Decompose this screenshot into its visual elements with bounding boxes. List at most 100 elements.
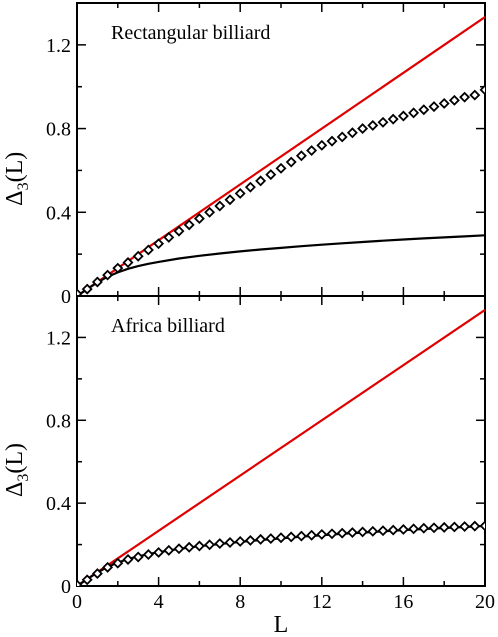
diamond-marker bbox=[132, 250, 144, 262]
diamond-marker bbox=[418, 522, 430, 534]
diamond-marker bbox=[357, 526, 369, 538]
diamond-marker bbox=[469, 520, 481, 532]
diamond-marker bbox=[163, 231, 175, 243]
diamond-marker bbox=[224, 194, 236, 206]
diamond-marker bbox=[438, 97, 450, 109]
x-tick-label: 8 bbox=[235, 591, 245, 613]
diamond-marker bbox=[367, 525, 379, 537]
diamond-marker bbox=[377, 525, 389, 537]
y-axis-label: Δ3(L) bbox=[2, 443, 32, 497]
x-tick-label: 16 bbox=[393, 591, 413, 613]
diamond-marker bbox=[77, 579, 83, 586]
diamond-marker bbox=[479, 84, 485, 96]
diamond-marker bbox=[336, 131, 348, 143]
diamond-marker bbox=[142, 244, 154, 256]
diamond-marker bbox=[183, 541, 195, 553]
diamond-marker bbox=[102, 269, 114, 281]
diamond-marker bbox=[183, 219, 195, 231]
diamond-marker bbox=[387, 113, 399, 125]
diamond-marker bbox=[77, 288, 83, 296]
diamond-marker bbox=[193, 540, 205, 552]
red-line-series bbox=[77, 308, 485, 586]
diamond-marker bbox=[234, 187, 246, 199]
diamond-marker bbox=[275, 162, 287, 174]
y-tick-label: 0.4 bbox=[46, 202, 71, 224]
diamond-marker bbox=[255, 533, 267, 545]
diamond-marker bbox=[265, 169, 277, 181]
diamond-marker bbox=[224, 537, 236, 548]
diamond-marker bbox=[306, 529, 318, 541]
diamond-marker bbox=[448, 94, 460, 106]
panel-title: Rectangular billiard bbox=[111, 22, 270, 44]
diamond-marker bbox=[397, 110, 409, 122]
y-tick-label: 0.4 bbox=[46, 493, 71, 515]
diamond-marker bbox=[295, 150, 307, 162]
x-axis-label: L bbox=[274, 612, 289, 637]
diamond-marker bbox=[285, 156, 297, 168]
panel-1: 0 0.4 0.8 1.2 Rectangular billiard Δ3(L) bbox=[2, 2, 486, 308]
diamond-marker bbox=[173, 543, 185, 555]
diamond-marker bbox=[326, 135, 338, 147]
diamond-marker bbox=[265, 533, 277, 545]
x-tick-label: 12 bbox=[312, 591, 332, 613]
plot-area bbox=[77, 308, 485, 586]
y-axis-label: Δ3(L) bbox=[2, 152, 32, 206]
diamond-marker bbox=[357, 123, 369, 135]
diamond-marker bbox=[448, 521, 460, 533]
diamond-marker bbox=[479, 520, 485, 532]
diamond-marker bbox=[367, 119, 379, 131]
diamond-marker bbox=[346, 527, 358, 539]
diamond-marker bbox=[295, 530, 307, 542]
diamond-marker bbox=[346, 127, 358, 139]
panel-title: Africa billiard bbox=[111, 315, 225, 337]
diamond-marker bbox=[408, 523, 420, 535]
panel-2: 0 4 8 12 16 20 0 0.4 0.8 1.2 Africa billiard Δ3(L) L bbox=[2, 295, 495, 637]
diamond-marker bbox=[459, 91, 471, 103]
diamond-marker bbox=[204, 206, 216, 218]
black-curve-series bbox=[77, 234, 485, 296]
diamond-marker bbox=[428, 101, 440, 113]
diamond-marker bbox=[469, 89, 481, 101]
diamond-marker bbox=[153, 546, 165, 558]
diamond-marker bbox=[122, 257, 134, 268]
y-tick-label: 1.2 bbox=[46, 35, 71, 57]
diamond-marker bbox=[81, 574, 93, 586]
diamond-marker bbox=[122, 554, 134, 565]
diamond-marker bbox=[459, 521, 471, 533]
y-tick-label: 0 bbox=[61, 576, 71, 598]
diamond-marker bbox=[408, 107, 420, 119]
diamond-marker bbox=[214, 200, 226, 212]
diamond-marker bbox=[387, 524, 399, 536]
diamond-marker bbox=[326, 528, 338, 540]
diamond-marker bbox=[275, 532, 287, 544]
diamond-marker bbox=[153, 238, 165, 250]
diamond-marker bbox=[91, 276, 103, 288]
y-tick-label: 0.8 bbox=[46, 119, 71, 141]
diamond-marker bbox=[244, 181, 256, 193]
diamond-marker bbox=[91, 568, 103, 580]
y-tick-label: 1.2 bbox=[46, 327, 71, 349]
diamond-marker bbox=[142, 549, 154, 560]
diamond-marker-series bbox=[77, 84, 485, 296]
x-tick-label: 0 bbox=[72, 591, 82, 613]
diamond-marker bbox=[336, 527, 348, 539]
diamond-marker bbox=[193, 213, 205, 225]
x-tick-label: 4 bbox=[154, 591, 164, 613]
diamond-marker bbox=[438, 521, 450, 533]
diamond-marker bbox=[428, 522, 440, 534]
diamond-marker bbox=[204, 539, 216, 551]
diamond-marker bbox=[397, 523, 409, 535]
diamond-marker bbox=[102, 561, 114, 573]
diamond-marker bbox=[306, 145, 318, 157]
diamond-marker bbox=[316, 139, 328, 151]
diamond-marker bbox=[316, 528, 328, 540]
diamond-marker bbox=[81, 283, 93, 295]
diamond-marker bbox=[244, 534, 256, 546]
y-tick-label: 0 bbox=[61, 286, 71, 308]
diamond-marker bbox=[112, 557, 124, 569]
diamond-marker bbox=[214, 538, 226, 550]
x-tick-label: 20 bbox=[475, 591, 495, 613]
diamond-marker bbox=[234, 535, 246, 547]
diamond-marker bbox=[112, 262, 124, 274]
